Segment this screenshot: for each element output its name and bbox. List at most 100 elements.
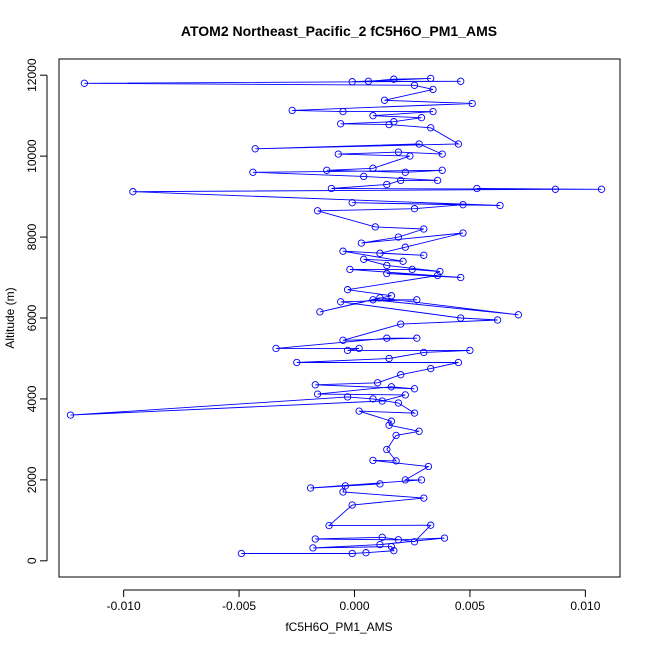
data-point <box>129 188 137 196</box>
data-point <box>496 201 504 210</box>
x-axis: -0.010 -0.005 0.000 0.005 0.010 <box>107 589 601 613</box>
data-point <box>429 85 437 94</box>
data-point <box>410 385 419 393</box>
data-point <box>493 316 502 324</box>
x-tick-label: 0.000 <box>339 599 369 613</box>
data-point <box>237 549 246 558</box>
data-point <box>373 379 382 387</box>
data-point <box>440 534 449 542</box>
data-point <box>410 538 419 546</box>
data-point <box>378 397 386 405</box>
data-point <box>360 172 368 181</box>
data-point <box>466 346 474 355</box>
data-point <box>376 249 384 257</box>
data-point <box>369 456 377 465</box>
data-point <box>369 164 377 172</box>
data-point <box>362 549 370 557</box>
data-point <box>410 81 419 89</box>
data-point <box>468 99 476 108</box>
data-point <box>251 145 259 153</box>
data-point <box>334 150 342 158</box>
data-point <box>364 77 373 85</box>
data-point <box>343 286 352 294</box>
series-layer <box>66 74 606 558</box>
data-point <box>420 348 428 357</box>
data-point <box>390 118 398 126</box>
data-point <box>415 140 423 148</box>
data-point <box>369 296 377 304</box>
data-point <box>406 152 414 160</box>
data-point <box>249 168 257 176</box>
data-point <box>551 185 560 193</box>
data-point <box>397 371 405 379</box>
data-point <box>387 383 396 391</box>
data-point <box>343 393 352 401</box>
data-point <box>357 239 366 247</box>
data-point <box>387 417 396 425</box>
data-point <box>369 395 377 403</box>
data-point <box>413 334 421 342</box>
data-point <box>325 521 333 530</box>
data-point <box>306 484 315 492</box>
data-point <box>399 257 407 265</box>
data-point <box>288 106 296 115</box>
data-point <box>316 308 324 316</box>
data-point <box>390 547 398 555</box>
data-point <box>473 184 481 193</box>
y-tick-label: 4000 <box>25 385 39 412</box>
data-point <box>457 77 465 85</box>
data-point <box>457 314 465 322</box>
data-point <box>313 207 322 215</box>
data-point <box>401 391 409 399</box>
data-point <box>385 421 393 429</box>
series-line <box>70 77 602 554</box>
y-tick-label: 10000 <box>25 139 39 173</box>
data-point <box>410 409 419 417</box>
data-point <box>417 476 426 484</box>
data-point <box>427 74 435 83</box>
data-point <box>337 120 345 128</box>
y-axis-label: Altitude (m) <box>3 287 17 348</box>
x-tick-label: 0.010 <box>570 599 600 613</box>
data-point <box>371 223 379 231</box>
data-point <box>438 166 446 174</box>
data-point <box>392 457 400 465</box>
data-point <box>376 294 384 302</box>
data-point <box>433 176 442 185</box>
data-point <box>293 358 301 367</box>
data-point <box>311 381 319 389</box>
chart-title: ATOM2 Northeast_Pacific_2 fC5H6O_PM1_AMS <box>181 23 497 39</box>
data-point <box>385 354 393 363</box>
data-point <box>427 124 435 132</box>
data-point <box>397 320 405 328</box>
data-point <box>597 185 606 193</box>
data-point <box>436 267 444 276</box>
data-point <box>341 482 349 490</box>
data-point <box>348 78 356 86</box>
data-point <box>346 265 354 274</box>
data-point <box>410 205 419 213</box>
data-point <box>401 243 409 251</box>
data-point <box>348 199 356 207</box>
data-point <box>383 180 391 189</box>
data-point <box>459 229 467 237</box>
x-tick-label: -0.005 <box>222 599 256 613</box>
data-point <box>438 150 446 158</box>
y-tick-label: 2000 <box>25 466 39 493</box>
data-point <box>408 265 416 274</box>
x-tick-label: -0.010 <box>107 599 141 613</box>
data-point <box>417 114 426 122</box>
data-point <box>339 247 347 255</box>
data-point <box>339 488 347 496</box>
data-point <box>420 251 428 259</box>
data-point <box>323 166 331 174</box>
y-tick-label: 12000 <box>25 58 39 92</box>
data-point <box>360 255 368 263</box>
plot-frame <box>58 58 621 578</box>
data-point <box>378 533 386 541</box>
data-point <box>311 535 319 543</box>
data-point <box>348 549 356 558</box>
data-point <box>454 358 463 367</box>
data-point <box>401 168 409 176</box>
data-point <box>394 399 403 407</box>
